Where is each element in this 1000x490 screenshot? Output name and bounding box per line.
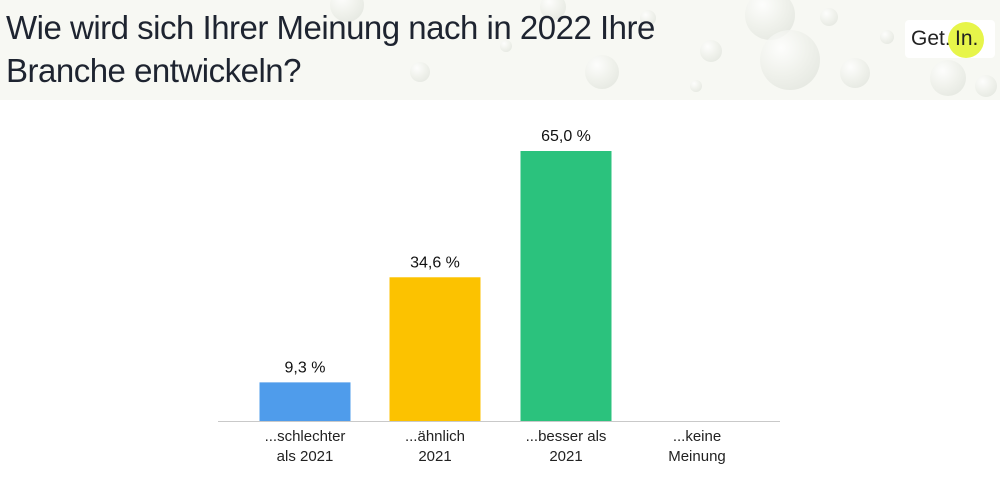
category-label-2-1: 2021	[549, 448, 582, 465]
data-label-0: 9,3 %	[285, 359, 326, 376]
data-label-2: 65,0 %	[541, 128, 591, 145]
bar-1	[389, 277, 481, 421]
logo-text-get: Get.	[911, 27, 951, 50]
decorative-bubble	[585, 55, 619, 89]
decorative-bubble	[975, 75, 997, 97]
title-line-2: Branche entwickeln?	[6, 52, 302, 89]
category-label-2-0: ...besser als	[526, 428, 607, 445]
decorative-bubble	[500, 40, 512, 52]
decorative-bubble	[640, 10, 656, 26]
decorative-bubble	[540, 0, 566, 20]
category-label-0-1: als 2021	[277, 448, 334, 465]
decorative-bubble	[410, 62, 430, 82]
category-label-0-0: ...schlechter	[265, 428, 346, 445]
data-label-1: 34,6 %	[410, 254, 460, 271]
title-line-1: Wie wird sich Ihrer Meinung nach in 2022…	[6, 9, 655, 46]
category-label-3-0: ...keine	[673, 428, 721, 445]
decorative-bubble	[880, 30, 894, 44]
category-label-1-1: 2021	[418, 448, 451, 465]
decorative-bubble	[700, 40, 722, 62]
category-label-1-0: ...ähnlich	[405, 428, 465, 445]
category-label-3-1: Meinung	[668, 448, 726, 465]
logo-dot	[948, 22, 984, 58]
decorative-bubble	[840, 58, 870, 88]
bar-0	[259, 382, 351, 421]
logo-text-in: In.	[955, 27, 979, 50]
decorative-bubble	[760, 30, 820, 90]
decorative-bubble	[930, 60, 966, 96]
page-title: Wie wird sich Ihrer Meinung nach in 2022…	[6, 6, 655, 92]
decorative-bubble	[330, 0, 364, 22]
decorative-bubble	[820, 8, 838, 26]
get-in-logo: Get. In.	[905, 20, 995, 58]
header-banner: Wie wird sich Ihrer Meinung nach in 2022…	[0, 0, 1000, 100]
bar-2	[520, 151, 612, 421]
decorative-bubble	[690, 80, 702, 92]
